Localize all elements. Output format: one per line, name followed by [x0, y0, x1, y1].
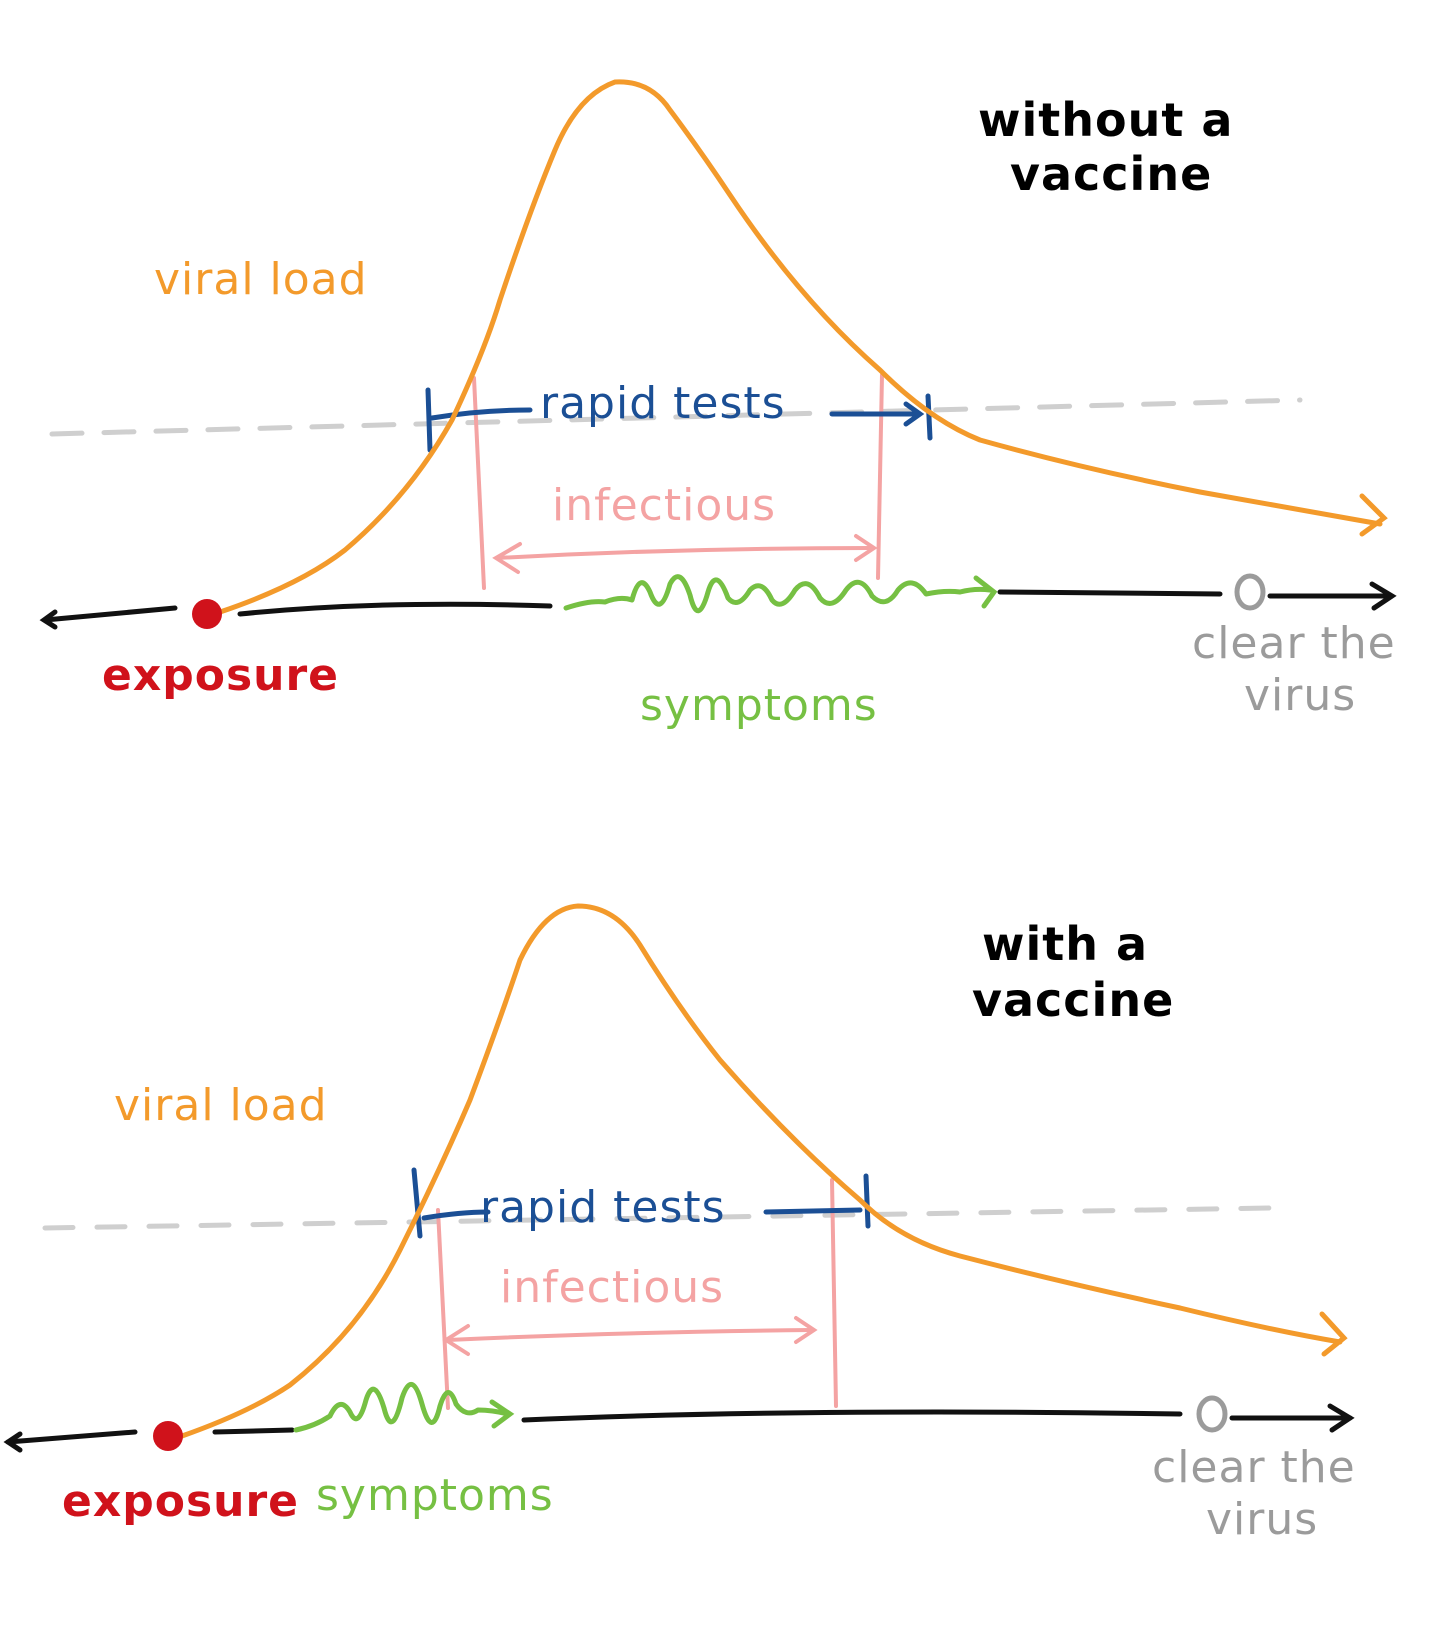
time-axis — [39, 581, 1397, 630]
rapid-tests-label: rapid tests — [540, 378, 786, 429]
clear-virus-label-line1: clear the — [1152, 1442, 1356, 1493]
rapid-tests-span — [425, 387, 933, 453]
viral-load-curve — [179, 903, 1343, 1439]
rapid-test-threshold-line — [49, 397, 1303, 437]
exposure-label: exposure — [62, 1476, 299, 1527]
clear-virus-label-line2: virus — [1206, 1494, 1318, 1545]
panel-title-line1: without a — [978, 93, 1233, 147]
panel-without-vaccine: without a vaccine viral load rapid tests… — [39, 79, 1397, 731]
symptoms-squiggle — [563, 574, 993, 614]
infectious-label: infectious — [500, 1262, 724, 1313]
clear-virus-marker — [1196, 1395, 1228, 1433]
symptoms-arrowhead — [489, 1399, 515, 1429]
clear-virus-label-line2: virus — [1244, 670, 1356, 721]
rapid-tests-label: rapid tests — [480, 1182, 726, 1233]
exposure-dot — [153, 1421, 183, 1451]
viral-load-label: viral load — [154, 254, 368, 305]
panel-title-line1: with a — [982, 917, 1148, 971]
viral-load-label: viral load — [114, 1080, 328, 1131]
viral-load-curve — [217, 79, 1383, 615]
clear-virus-label-line1: clear the — [1192, 618, 1396, 669]
exposure-label: exposure — [102, 650, 339, 701]
exposure-dot — [192, 599, 222, 629]
symptoms-arrowhead — [973, 575, 998, 609]
panel-with-vaccine: with a vaccine viral load rapid tests in… — [3, 903, 1356, 1545]
infectious-span — [436, 1178, 838, 1410]
symptoms-squiggle — [293, 1382, 511, 1433]
viral-load-arrowhead — [1319, 1311, 1348, 1357]
infectious-label: infectious — [552, 480, 776, 531]
panel-title-line2: vaccine — [972, 973, 1174, 1027]
panel-title-line2: vaccine — [1010, 147, 1212, 201]
symptoms-label: symptoms — [640, 680, 878, 731]
time-axis — [3, 1403, 1355, 1453]
clear-virus-marker — [1234, 573, 1266, 611]
viral-load-arrowhead — [1359, 493, 1388, 537]
symptoms-label: symptoms — [316, 1470, 554, 1521]
rapid-tests-span — [411, 1167, 871, 1239]
